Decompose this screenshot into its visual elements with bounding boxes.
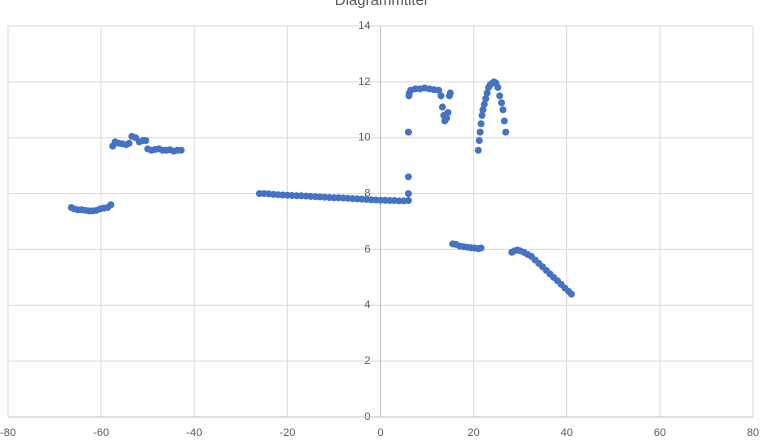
point (499, 106, 507, 114)
x-tick-label: -20 (279, 427, 295, 439)
point (500, 117, 508, 125)
x-tick-label: -60 (93, 427, 109, 439)
x-tick-label: -40 (186, 427, 202, 439)
x-tick-label: 80 (747, 427, 759, 439)
point (443, 114, 451, 122)
point (107, 201, 115, 209)
point (476, 128, 484, 136)
point (404, 173, 412, 181)
point (125, 139, 133, 147)
point (404, 190, 412, 198)
x-tick-label: 20 (468, 427, 480, 439)
y-tick-label: 4 (364, 299, 370, 311)
point (437, 92, 445, 100)
x-tick-label: 60 (654, 427, 666, 439)
point (404, 197, 412, 205)
point (438, 103, 446, 111)
point (177, 146, 185, 154)
point (446, 89, 454, 97)
y-tick-label: 12 (358, 76, 370, 88)
point (496, 92, 504, 100)
point (404, 128, 412, 136)
point (475, 137, 483, 145)
point (567, 290, 575, 298)
point (435, 86, 443, 94)
chart-title: Diagrammtitel (335, 0, 428, 9)
point (474, 146, 482, 154)
point (477, 244, 485, 252)
point (482, 95, 490, 103)
y-tick-label: 10 (358, 132, 370, 144)
point (477, 120, 485, 128)
x-tick-label: -80 (0, 427, 16, 439)
y-tick-label: 2 (364, 355, 370, 367)
point (483, 89, 491, 97)
point (478, 111, 486, 119)
x-tick-label: 0 (377, 427, 383, 439)
y-tick-label: 14 (358, 20, 370, 32)
x-tick-label: 40 (561, 427, 573, 439)
y-tick-label: 6 (364, 243, 370, 255)
point (502, 128, 510, 136)
point (498, 99, 506, 107)
y-tick-label: 8 (364, 187, 370, 199)
point (444, 109, 452, 117)
point (142, 137, 150, 145)
point (480, 100, 488, 108)
point (479, 106, 487, 114)
point (494, 83, 502, 91)
